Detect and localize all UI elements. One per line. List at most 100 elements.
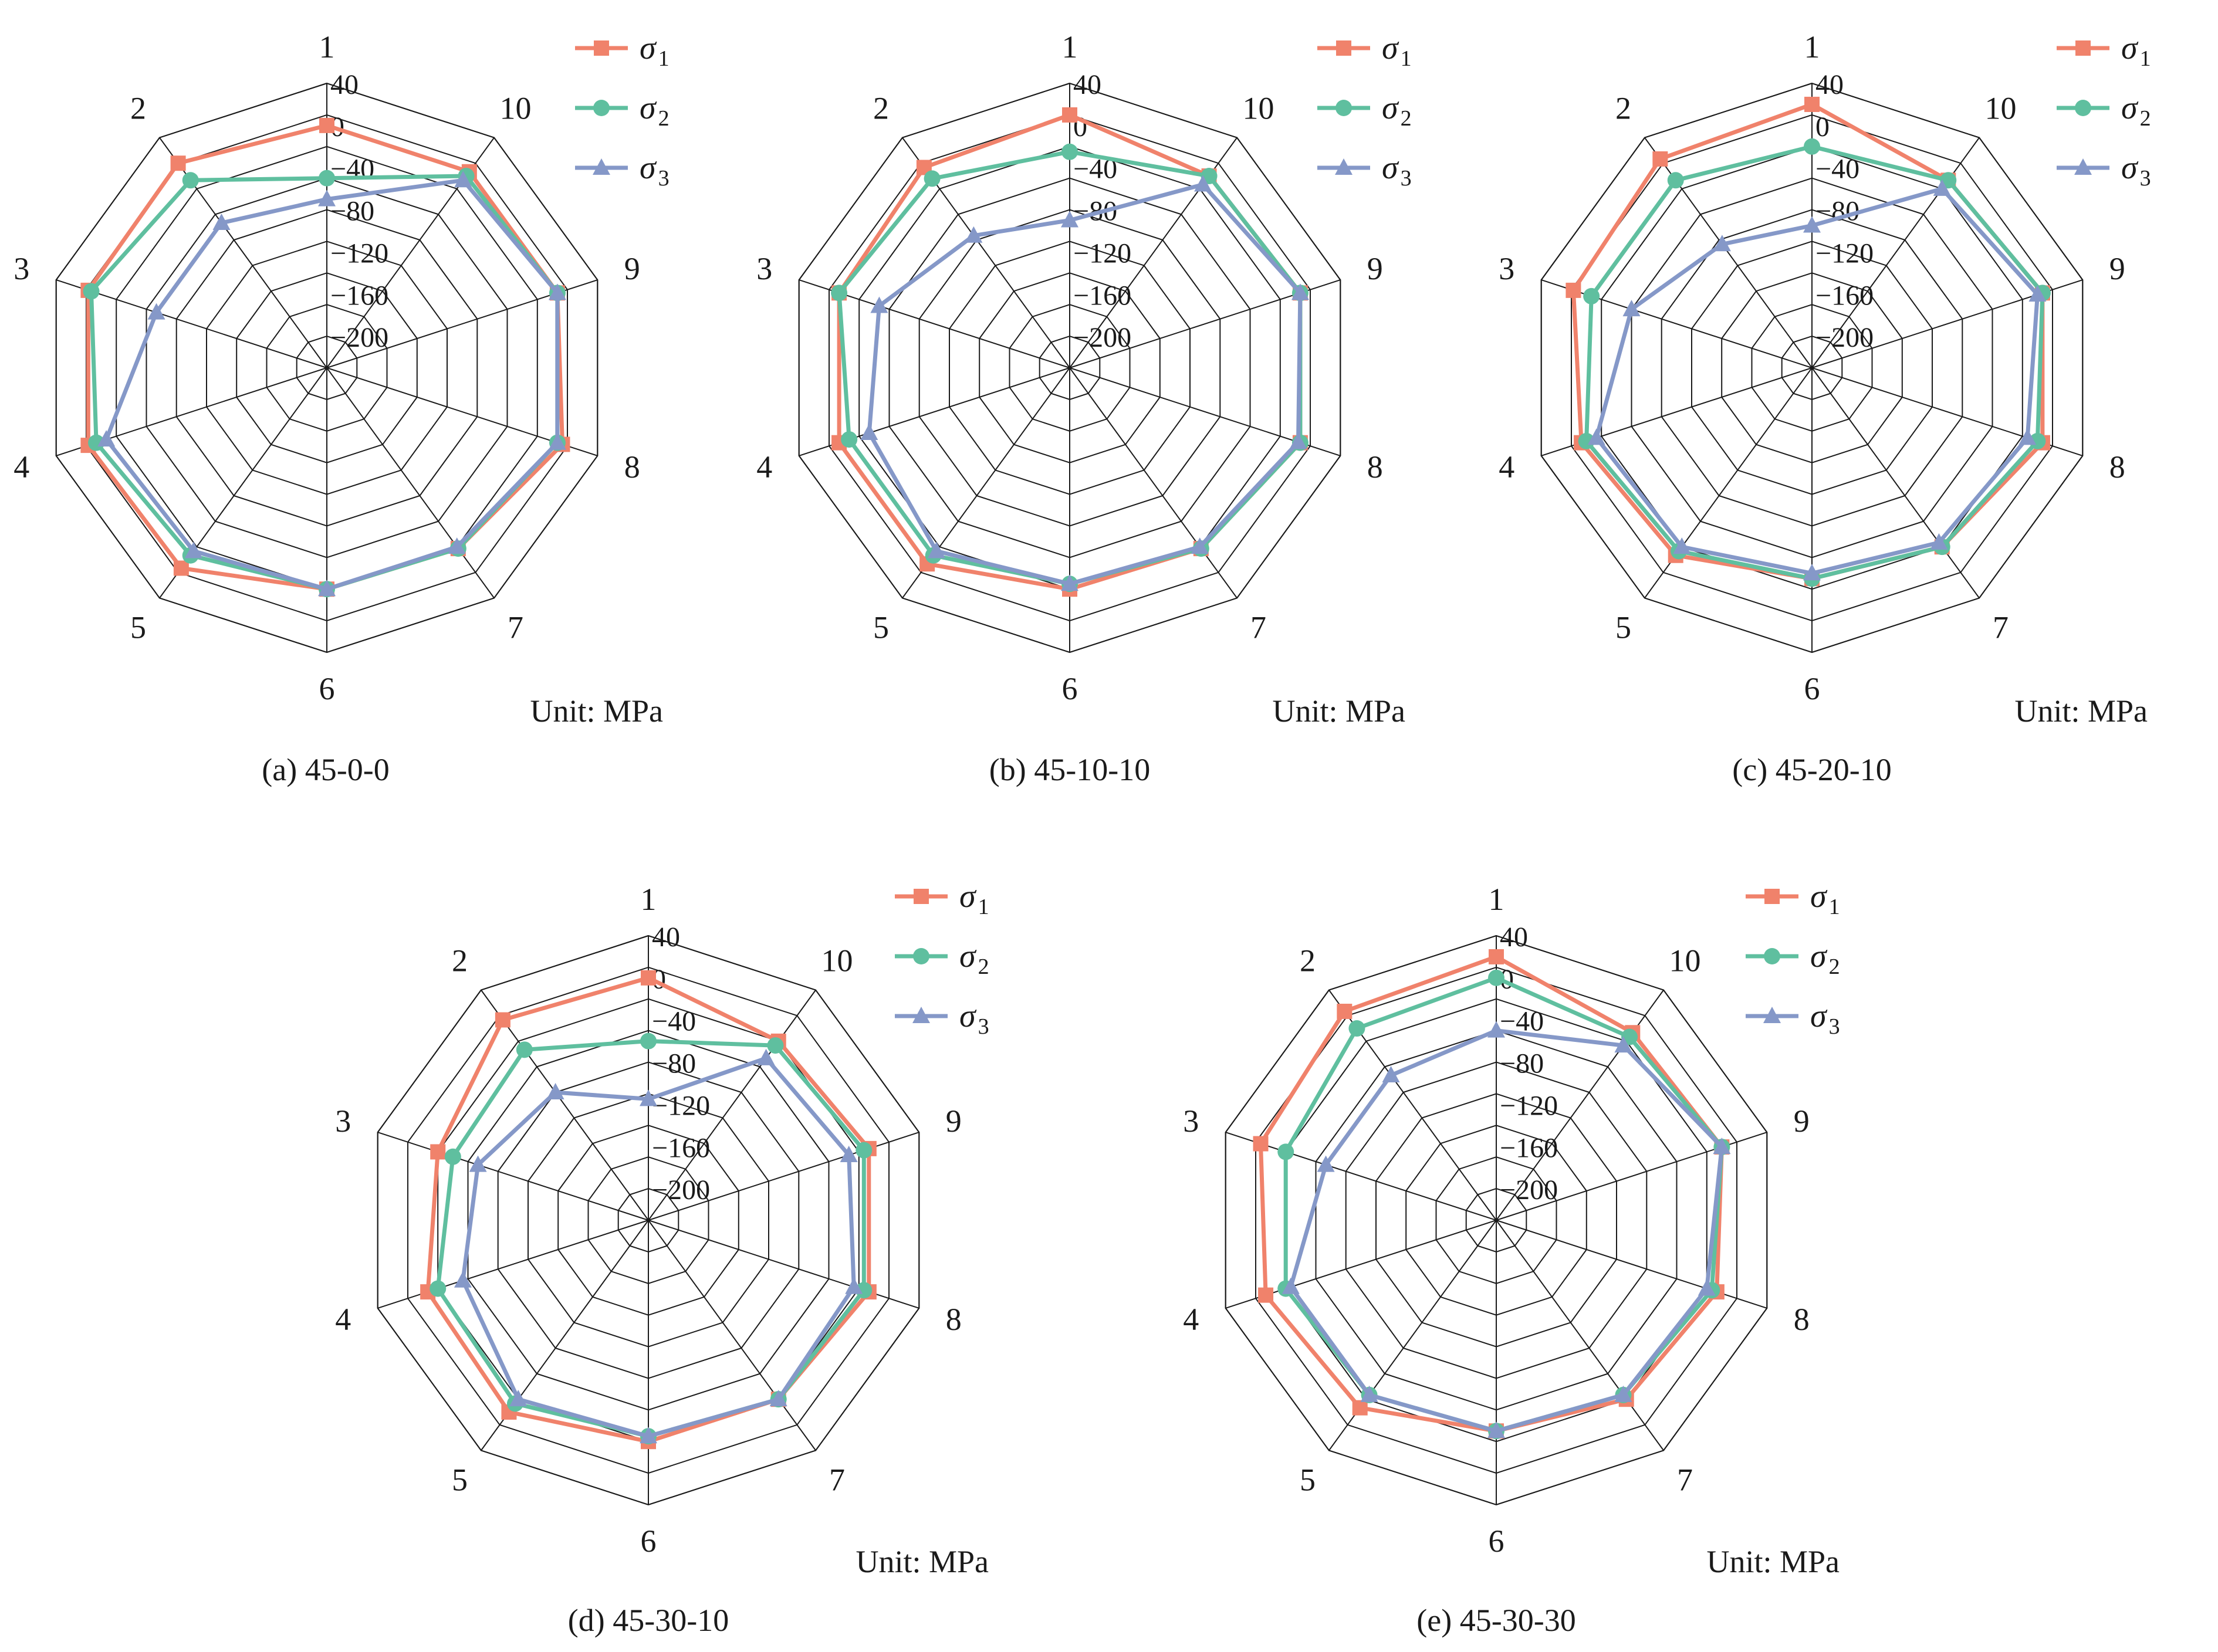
- series-3: [1587, 179, 2047, 581]
- data-point-s2-c1: [1061, 143, 1078, 160]
- legend-marker-1: [1336, 40, 1351, 56]
- category-label-7: 7: [1677, 1463, 1693, 1498]
- category-label-3: 3: [1499, 251, 1514, 286]
- category-label-6: 6: [319, 671, 335, 706]
- category-label-9: 9: [1794, 1103, 1810, 1139]
- legend-marker-1: [2075, 40, 2091, 56]
- legend: σ 1 σ 2 σ 3: [1746, 878, 1840, 1039]
- data-point-s1-c2: [495, 1012, 510, 1028]
- category-label-9: 9: [946, 1103, 962, 1139]
- data-point-s3-c10: [454, 171, 472, 188]
- data-point-s1-c2: [1652, 151, 1668, 167]
- legend-marker-1: [594, 40, 609, 56]
- data-point-s2-c3: [831, 285, 848, 302]
- legend-marker-1: [914, 889, 929, 904]
- legend-marker-3: [2074, 158, 2092, 175]
- category-label-7: 7: [829, 1463, 845, 1498]
- data-point-s3-c3: [870, 296, 888, 313]
- data-point-s1-c5: [173, 560, 189, 576]
- data-point-s1-c5: [1352, 1400, 1368, 1416]
- category-label-1: 1: [1062, 29, 1078, 65]
- data-point-s3-c2: [965, 226, 983, 243]
- spoke-8: [648, 1220, 919, 1309]
- data-point-s3-c9: [1291, 283, 1309, 300]
- category-label-9: 9: [2109, 251, 2125, 286]
- legend-marker-2: [1764, 948, 1780, 964]
- data-point-s3-c9: [840, 1145, 858, 1162]
- data-point-s2-c3: [1277, 1143, 1294, 1160]
- data-point-s3-c6: [1487, 1421, 1505, 1438]
- data-point-s1-c1: [1489, 949, 1504, 964]
- radial-tick-label: −120: [1815, 238, 1874, 269]
- category-label-5: 5: [1300, 1463, 1316, 1498]
- panel-caption: (e) 45-30-30: [1416, 1603, 1575, 1638]
- data-point-s1-c1: [641, 970, 656, 986]
- data-point-s3-c8: [2018, 428, 2037, 445]
- data-point-s3-c8: [548, 433, 566, 450]
- legend-marker-2: [913, 948, 929, 964]
- category-label-10: 10: [1669, 943, 1701, 979]
- radial-tick-label: −200: [1500, 1174, 1558, 1206]
- radial-tick-label: −160: [1815, 280, 1874, 311]
- data-point-s2-c4: [430, 1280, 447, 1297]
- spoke-7: [648, 1220, 816, 1451]
- data-point-s1-c2: [170, 155, 186, 171]
- radial-tick-label: −80: [1500, 1048, 1544, 1079]
- category-label-10: 10: [500, 91, 532, 126]
- data-point-s2-c10: [767, 1037, 784, 1054]
- legend-marker-1: [1764, 889, 1780, 904]
- unit-label: Unit: MPa: [856, 1544, 989, 1579]
- radial-tick-label: 0: [1815, 111, 1830, 143]
- legend-marker-2: [2075, 100, 2091, 116]
- data-point-s3-c5: [1673, 537, 1691, 554]
- data-point-s2-c2: [182, 172, 199, 189]
- legend-marker-2: [1335, 100, 1352, 116]
- category-label-2: 2: [1300, 943, 1316, 979]
- data-point-s3-c4: [97, 430, 116, 447]
- data-point-s2-c1: [319, 170, 335, 187]
- data-point-s3-c4: [1587, 428, 1605, 445]
- category-label-3: 3: [756, 251, 772, 286]
- data-point-s3-c1: [1061, 211, 1078, 228]
- data-point-s2-c2: [924, 170, 941, 187]
- legend-marker-3: [912, 1007, 930, 1023]
- panel-caption: (c) 45-20-10: [1732, 752, 1891, 787]
- data-point-s2-c2: [516, 1041, 533, 1058]
- data-point-s1-c4: [1258, 1287, 1274, 1303]
- data-point-s3-c7: [1614, 1385, 1632, 1402]
- data-point-s3-c9: [1713, 1138, 1731, 1155]
- radial-tick-label: −160: [1073, 280, 1131, 311]
- radial-tick-label: 40: [330, 69, 359, 100]
- category-label-3: 3: [1183, 1103, 1199, 1139]
- radial-tick-label: −200: [1815, 322, 1874, 353]
- category-label-2: 2: [873, 91, 889, 126]
- legend-marker-2: [593, 100, 610, 116]
- data-point-s3-c8: [1289, 432, 1307, 449]
- data-point-s3-c3: [1622, 300, 1641, 317]
- panel-caption: (b) 45-10-10: [989, 752, 1150, 787]
- data-point-s1-c1: [1062, 107, 1077, 123]
- spoke-2: [481, 990, 649, 1221]
- category-label-10: 10: [821, 943, 853, 979]
- data-point-s2-c9: [856, 1142, 873, 1159]
- radial-tick-label: −120: [1500, 1090, 1558, 1121]
- data-point-s2-c3: [444, 1148, 461, 1165]
- legend-marker-3: [593, 158, 610, 175]
- radial-tick-label: −160: [1500, 1132, 1558, 1163]
- data-point-s3-c10: [1194, 175, 1212, 192]
- category-label-8: 8: [2109, 449, 2125, 485]
- legend-marker-3: [1763, 1007, 1781, 1023]
- radial-tick-label: −200: [652, 1174, 710, 1206]
- data-point-s3-c6: [1803, 564, 1821, 581]
- spoke-3: [56, 279, 327, 368]
- spoke-3: [1225, 1132, 1497, 1221]
- data-point-s3-c2: [212, 213, 231, 230]
